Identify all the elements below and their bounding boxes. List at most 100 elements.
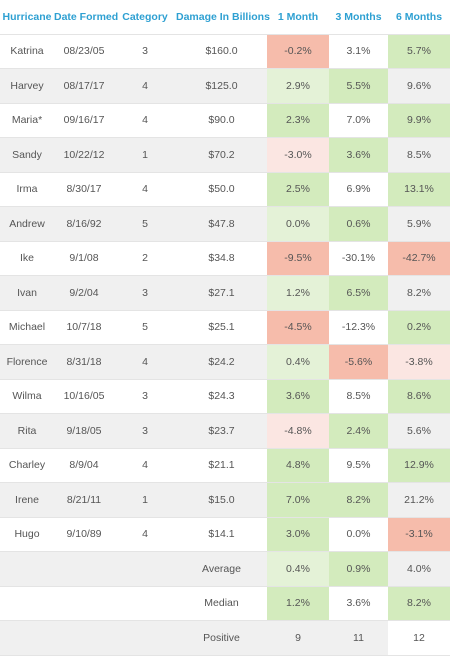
summary-1-month: 1.2% [267, 586, 329, 621]
return-1-month: 3.0% [267, 517, 329, 552]
table-row: Ike 9/1/08 2 $34.8 -9.5% -30.1% -42.7% [0, 241, 450, 276]
category: 4 [114, 172, 176, 207]
category: 3 [114, 379, 176, 414]
return-1-month: 0.4% [267, 344, 329, 380]
category: 4 [114, 103, 176, 138]
date-formed: 8/21/11 [54, 482, 114, 518]
date-formed: 8/9/04 [54, 448, 114, 483]
summary-6-months: 4.0% [388, 551, 450, 587]
damage: $24.2 [176, 344, 267, 380]
table-row: Sandy 10/22/12 1 $70.2 -3.0% 3.6% 8.5% [0, 137, 450, 173]
hurricane-name: Rita [0, 413, 54, 449]
damage: $15.0 [176, 482, 267, 518]
damage: $50.0 [176, 172, 267, 207]
return-3-months: 7.0% [329, 103, 388, 138]
summary-3-months: 0.9% [329, 551, 388, 587]
return-6-months: 21.2% [388, 482, 450, 518]
return-3-months: -30.1% [329, 241, 388, 276]
header-6-months: 6 Months [388, 0, 450, 35]
summary-row-positive: Positive 9 11 12 [0, 620, 450, 656]
return-6-months: 13.1% [388, 172, 450, 207]
return-1-month: -4.5% [267, 310, 329, 345]
return-1-month: -0.2% [267, 34, 329, 69]
return-6-months: -42.7% [388, 241, 450, 276]
table-row: Andrew 8/16/92 5 $47.8 0.0% 0.6% 5.9% [0, 206, 450, 242]
damage: $70.2 [176, 137, 267, 173]
date-formed: 9/10/89 [54, 517, 114, 552]
date-formed: 08/17/17 [54, 68, 114, 104]
return-3-months: 5.5% [329, 68, 388, 104]
category: 3 [114, 275, 176, 311]
return-1-month: 3.6% [267, 379, 329, 414]
return-6-months: -3.1% [388, 517, 450, 552]
damage: $90.0 [176, 103, 267, 138]
table-row: Hugo 9/10/89 4 $14.1 3.0% 0.0% -3.1% [0, 517, 450, 552]
hurricane-name: Sandy [0, 137, 54, 173]
summary-label: Average [176, 551, 267, 587]
date-formed: 9/18/05 [54, 413, 114, 449]
table-row: Wilma 10/16/05 3 $24.3 3.6% 8.5% 8.6% [0, 379, 450, 414]
hurricane-name: Michael [0, 310, 54, 345]
hurricane-name: Maria* [0, 103, 54, 138]
return-6-months: 8.2% [388, 275, 450, 311]
return-3-months: 0.6% [329, 206, 388, 242]
date-formed: 9/1/08 [54, 241, 114, 276]
damage: $14.1 [176, 517, 267, 552]
header-date-formed: Date Formed [54, 0, 118, 35]
return-6-months: 12.9% [388, 448, 450, 483]
hurricane-name: Irma [0, 172, 54, 207]
damage: $160.0 [176, 34, 267, 69]
date-formed: 8/30/17 [54, 172, 114, 207]
return-6-months: 5.9% [388, 206, 450, 242]
return-6-months: 5.6% [388, 413, 450, 449]
return-1-month: 1.2% [267, 275, 329, 311]
summary-1-month: 0.4% [267, 551, 329, 587]
return-1-month: 4.8% [267, 448, 329, 483]
damage: $24.3 [176, 379, 267, 414]
date-formed: 10/7/18 [54, 310, 114, 345]
return-3-months: 2.4% [329, 413, 388, 449]
summary-6-months: 12 [388, 620, 450, 656]
header-category: Category [114, 0, 176, 35]
summary-6-months: 8.2% [388, 586, 450, 621]
summary-label: Positive [176, 620, 267, 656]
category: 3 [114, 34, 176, 69]
table-row: Harvey 08/17/17 4 $125.0 2.9% 5.5% 9.6% [0, 68, 450, 104]
category: 4 [114, 517, 176, 552]
category: 5 [114, 310, 176, 345]
table-row: Katrina 08/23/05 3 $160.0 -0.2% 3.1% 5.7… [0, 34, 450, 69]
return-3-months: 8.5% [329, 379, 388, 414]
hurricane-name: Ivan [0, 275, 54, 311]
return-1-month: -9.5% [267, 241, 329, 276]
hurricane-name: Irene [0, 482, 54, 518]
header-3-months: 3 Months [329, 0, 388, 35]
return-6-months: 0.2% [388, 310, 450, 345]
damage: $125.0 [176, 68, 267, 104]
return-6-months: 8.5% [388, 137, 450, 173]
damage: $27.1 [176, 275, 267, 311]
return-6-months: 8.6% [388, 379, 450, 414]
header-hurricane: Hurricane [0, 0, 54, 35]
date-formed: 10/16/05 [54, 379, 114, 414]
category: 1 [114, 137, 176, 173]
table-row: Irene 8/21/11 1 $15.0 7.0% 8.2% 21.2% [0, 482, 450, 518]
header-damage: Damage In Billions [176, 0, 270, 35]
summary-3-months: 11 [329, 620, 388, 656]
return-3-months: -5.6% [329, 344, 388, 380]
hurricane-name: Ike [0, 241, 54, 276]
hurricane-name: Florence [0, 344, 54, 380]
header-1-month: 1 Month [267, 0, 329, 35]
date-formed: 10/22/12 [54, 137, 114, 173]
summary-label: Median [176, 586, 267, 621]
return-1-month: 2.9% [267, 68, 329, 104]
return-1-month: 0.0% [267, 206, 329, 242]
hurricane-name: Harvey [0, 68, 54, 104]
return-3-months: 8.2% [329, 482, 388, 518]
hurricane-name: Katrina [0, 34, 54, 69]
category: 4 [114, 344, 176, 380]
table-row: Florence 8/31/18 4 $24.2 0.4% -5.6% -3.8… [0, 344, 450, 380]
date-formed: 8/16/92 [54, 206, 114, 242]
table-row: Charley 8/9/04 4 $21.1 4.8% 9.5% 12.9% [0, 448, 450, 483]
summary-3-months: 3.6% [329, 586, 388, 621]
return-6-months: 9.6% [388, 68, 450, 104]
